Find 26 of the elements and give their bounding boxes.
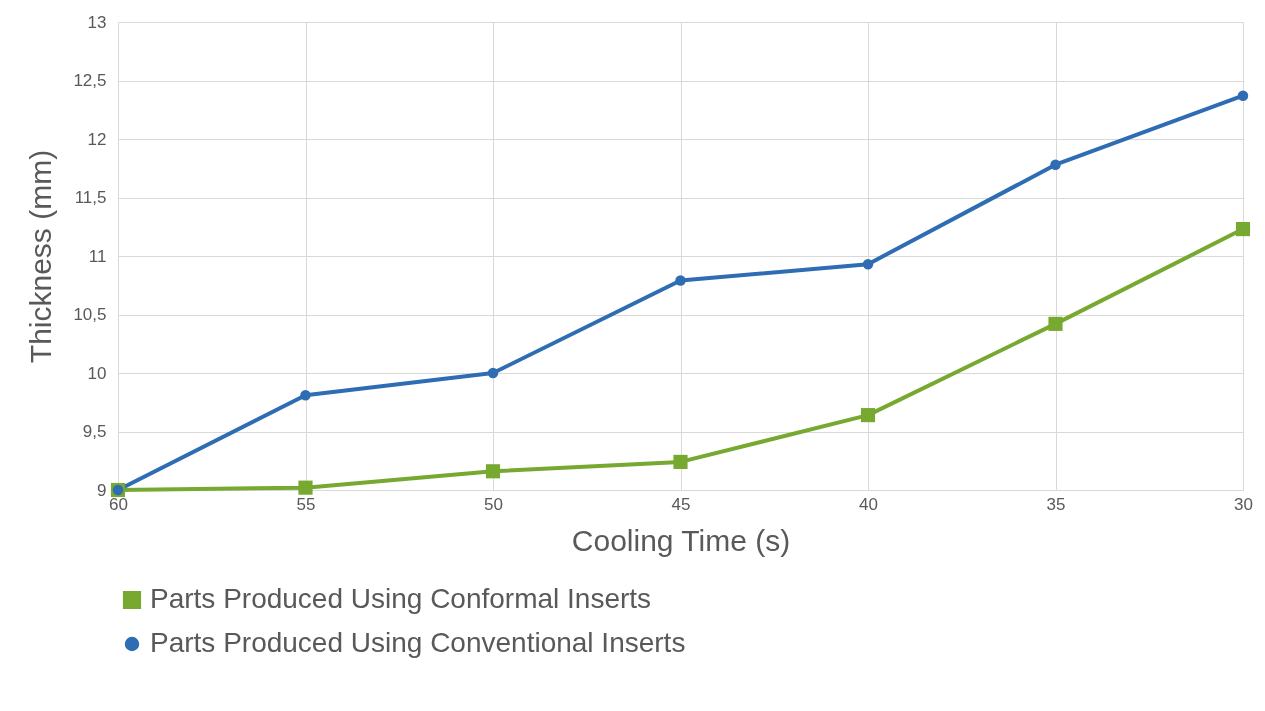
x-tick-label: 40 (859, 494, 878, 514)
point (1048, 316, 1063, 331)
y-tick-label: 10 (87, 363, 107, 383)
x-axis-title: Cooling Time (s) (571, 523, 791, 557)
y-tick-label: 11,5 (74, 188, 107, 207)
legend-label: Parts Produced Using Conformal Inserts (150, 583, 652, 614)
point (298, 480, 313, 495)
y-tick-label: 12 (87, 129, 107, 149)
legend-label: Parts Produced Using Conventional Inserts (150, 627, 686, 658)
y-tick-label: 11 (88, 246, 107, 266)
y-tick-label: 9 (97, 480, 107, 500)
point (485, 464, 501, 479)
y-tick-label: 13 (87, 12, 107, 32)
x-tick-label: 55 (296, 494, 316, 514)
x-tick-label: 60 (109, 494, 128, 514)
y-tick-label: 10,5 (73, 305, 107, 324)
x-tick-label: 30 (1234, 494, 1253, 514)
y-tick-label: 12,5 (73, 71, 107, 90)
point (673, 454, 688, 469)
y-tick-label: 9,5 (82, 422, 107, 441)
point (860, 408, 876, 423)
x-tick-label: 45 (671, 494, 691, 514)
point (1235, 222, 1251, 237)
y-axis-title: Thickness (mm) (24, 149, 58, 364)
x-tick-label: 50 (484, 494, 503, 514)
x-tick-label: 35 (1046, 494, 1066, 514)
